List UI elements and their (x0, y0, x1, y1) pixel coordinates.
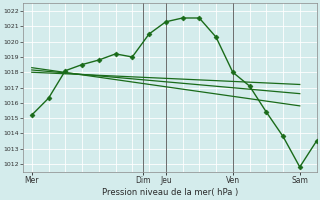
X-axis label: Pression niveau de la mer( hPa ): Pression niveau de la mer( hPa ) (102, 188, 238, 197)
